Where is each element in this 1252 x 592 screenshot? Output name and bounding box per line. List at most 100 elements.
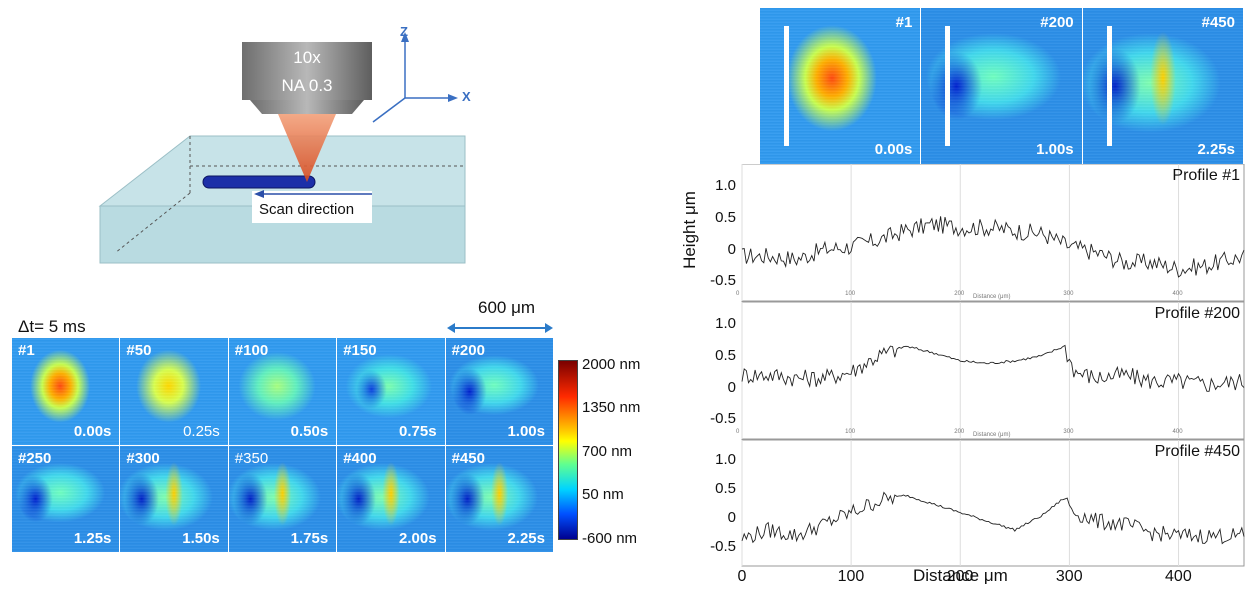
y-axis-label: Height μm xyxy=(680,191,699,269)
frame-time: 1.25s xyxy=(73,530,112,547)
frame-time: 1.75s xyxy=(290,530,329,547)
panel-frame xyxy=(741,439,1245,567)
profile-title: Profile #200 xyxy=(1154,305,1240,322)
scan-direction-label: Scan direction xyxy=(259,201,355,218)
profile-panel xyxy=(741,164,1245,302)
frame-tile: #300 1.50s xyxy=(120,445,228,552)
frame-tile: #200 1.00s xyxy=(445,338,553,445)
frame-time: 2.00s xyxy=(399,530,437,547)
frame-time: 2.25s xyxy=(507,530,545,547)
profile-panel xyxy=(741,439,1245,567)
profile-line xyxy=(741,216,1245,278)
frame-number: #50 xyxy=(126,342,152,359)
profile-line xyxy=(741,491,1245,545)
mini-x-tick: 100 xyxy=(845,291,856,297)
laser-beam xyxy=(278,114,336,182)
y-tick-label: 1.0 xyxy=(715,176,736,194)
mini-x-label: Distance (μm) xyxy=(973,294,1011,300)
panel-frame xyxy=(741,301,1245,440)
profile-title: Profile #1 xyxy=(1172,167,1240,184)
frame-number: #350 xyxy=(234,449,269,467)
frame-time: 0.50s xyxy=(290,422,329,440)
y-tick-label: -0.5 xyxy=(710,538,736,556)
colorbar-label-700: 700 nm xyxy=(582,443,633,460)
objective-nose xyxy=(250,100,364,114)
frame-tile: #350 1.75s xyxy=(228,445,337,552)
profile-line-marker xyxy=(784,26,789,146)
strip-frame-time: 0.00s xyxy=(874,141,913,158)
panel-frame xyxy=(741,164,1245,302)
top-image-strip: #1 0.00s #200 1.00s #450 2.25s xyxy=(760,8,1244,164)
frame-tile: #150 0.75s xyxy=(337,338,445,445)
mini-x-tick: 100 xyxy=(845,429,856,435)
frame-time: 1.00s xyxy=(507,422,545,440)
profile-line-marker xyxy=(1106,26,1112,146)
y-tick-label: 1.0 xyxy=(715,451,736,469)
profile-line xyxy=(741,344,1245,392)
x-tick-label: 0 xyxy=(737,568,747,585)
frame-tile: #250 1.25s xyxy=(12,445,120,552)
strip-frame-number: #450 xyxy=(1201,14,1235,31)
y-tick-label: 0 xyxy=(727,509,736,527)
mini-x-tick: 0 xyxy=(736,291,740,297)
profiles-chart xyxy=(741,164,1245,567)
frame-tile: #1 0.00s xyxy=(12,338,120,445)
y-tick-label: -0.5 xyxy=(710,410,736,428)
colorbar-label-min: -600 nm xyxy=(582,530,638,547)
mini-x-tick: 400 xyxy=(1172,429,1183,435)
mini-x-tick: 300 xyxy=(1063,291,1074,297)
frames-grid: #1 0.00s #50 0.25s #100 0.50s #150 0.75s #200 1.0… xyxy=(12,338,554,553)
frame-number: #150 xyxy=(343,342,377,359)
strip-frame-number: #200 xyxy=(1040,14,1074,31)
frame-number: #200 xyxy=(451,342,485,359)
frame-number: #400 xyxy=(343,449,377,467)
objective-top xyxy=(242,42,372,100)
frame-number: #100 xyxy=(234,342,269,359)
profile-panel xyxy=(741,301,1245,440)
frame-number: #300 xyxy=(126,449,160,467)
mini-x-label: Distance (μm) xyxy=(973,432,1011,438)
mini-x-tick: 300 xyxy=(1063,429,1074,435)
profile-title: Profile #450 xyxy=(1154,443,1240,460)
frame-tile: #450 2.25s xyxy=(445,445,553,552)
time-step-label: Δt= 5 ms xyxy=(18,317,86,336)
colorbar-label-50: 50 nm xyxy=(582,486,624,503)
strip-tile: #450 2.25s xyxy=(1082,8,1243,164)
colorbar xyxy=(558,360,578,540)
frame-tile: #50 0.25s xyxy=(120,338,228,445)
x-tick-label: 300 xyxy=(1055,568,1083,585)
frame-time: 0.75s xyxy=(399,422,437,440)
y-tick-label: 1.0 xyxy=(715,314,736,332)
laser-schematic xyxy=(98,32,466,264)
y-tick-label: 0 xyxy=(727,378,736,396)
profile-line-marker xyxy=(945,26,951,146)
frame-time: 0.00s xyxy=(73,422,112,440)
strip-tile: #200 1.00s xyxy=(921,8,1082,164)
y-tick-label: 0.5 xyxy=(715,480,736,498)
frame-tile: #400 2.00s xyxy=(337,445,445,552)
scale-bar-label: 600 μm xyxy=(478,298,536,317)
axis-x-label: X xyxy=(462,89,471,104)
frame-tile: #100 0.50s xyxy=(228,338,337,445)
y-tick-label: 0.5 xyxy=(715,346,736,364)
objective-magnification: 10x xyxy=(293,48,321,67)
x-tick-label: 200 xyxy=(946,568,974,585)
mini-x-tick: 0 xyxy=(736,429,740,435)
strip-frame-time: 1.00s xyxy=(1036,141,1074,158)
x-axis-label: Distance μm xyxy=(913,566,1008,585)
y-tick-label: -0.5 xyxy=(710,272,736,290)
colorbar-label-1350: 1350 nm xyxy=(582,399,641,416)
y-tick-label: 0 xyxy=(727,240,736,258)
y-tick-label: 0.5 xyxy=(715,208,736,226)
frame-time: 1.50s xyxy=(182,530,220,547)
frame-number: #250 xyxy=(18,449,52,467)
frame-number: #1 xyxy=(18,342,35,359)
axis-z-label: Z xyxy=(400,24,408,39)
frame-number: #450 xyxy=(451,449,485,467)
frame-time: 0.25s xyxy=(183,422,220,440)
strip-frame-number: #1 xyxy=(895,14,913,31)
strip-tile: #1 0.00s xyxy=(760,8,921,164)
mini-x-tick: 200 xyxy=(954,429,965,435)
x-tick-label: 400 xyxy=(1165,568,1192,585)
x-tick-label: 100 xyxy=(837,568,865,585)
